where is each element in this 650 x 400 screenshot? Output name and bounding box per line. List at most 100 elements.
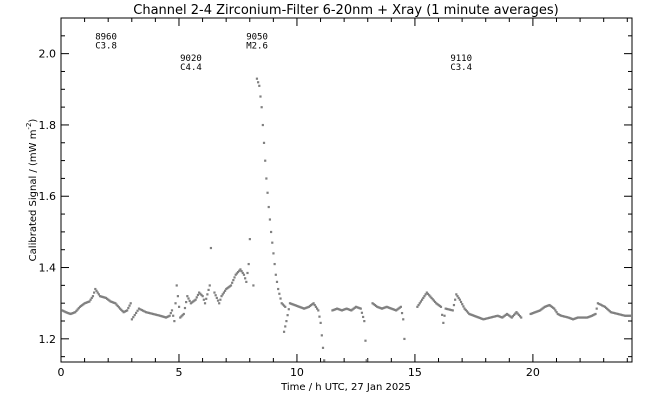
data-point [372, 303, 375, 306]
data-point [442, 321, 445, 324]
data-point [530, 312, 533, 315]
data-point [231, 281, 234, 284]
data-point [269, 230, 273, 234]
data-point [245, 280, 248, 283]
data-point [548, 303, 551, 307]
data-point [169, 311, 172, 315]
data-point [364, 339, 367, 342]
data-point [244, 277, 247, 280]
data-point [61, 309, 64, 312]
data-point [352, 307, 355, 310]
data-point [264, 159, 267, 162]
data-point [307, 305, 310, 308]
data-point [492, 315, 495, 318]
data-point [536, 310, 539, 313]
data-point [542, 306, 545, 309]
data-point [205, 297, 208, 300]
data-point [218, 302, 221, 305]
data-point [293, 303, 296, 307]
flare-class-label: C3.8 [95, 41, 117, 51]
y-tick-label: 1.6 [39, 190, 57, 203]
data-point [395, 309, 398, 312]
data-point [596, 302, 599, 305]
data-point [120, 308, 123, 311]
data-point [186, 295, 189, 298]
data-point [273, 262, 276, 266]
data-point [443, 314, 446, 317]
data-point [343, 308, 346, 311]
data-point [93, 291, 96, 294]
data-point [376, 305, 379, 308]
data-point [281, 303, 284, 306]
data-point [199, 292, 202, 295]
data-point [78, 305, 82, 308]
data-point [433, 300, 437, 304]
data-point [606, 307, 609, 311]
data-point [340, 309, 343, 312]
data-point [341, 308, 345, 312]
data-point [549, 304, 552, 308]
data-point [267, 205, 270, 209]
y-axis-label: Calibrated Signal / (mW m-2) [25, 119, 39, 262]
data-point [288, 302, 292, 305]
data-point [258, 84, 261, 87]
data-point [456, 295, 459, 298]
data-point [334, 307, 338, 311]
data-point [599, 303, 602, 306]
data-point [583, 316, 587, 319]
data-point [75, 309, 78, 312]
data-point [602, 305, 605, 308]
data-point [556, 312, 559, 316]
data-point [365, 359, 368, 362]
data-point [208, 284, 211, 287]
data-point [107, 298, 110, 301]
flare-id-label: 9020 [180, 54, 202, 64]
data-point [275, 280, 279, 283]
y-axis: 1.2 1.4 1.6 1.8 2.0 [39, 17, 632, 358]
data-point [220, 295, 223, 298]
data-point [428, 294, 431, 297]
data-point [474, 315, 477, 318]
data-point [287, 308, 290, 311]
data-point [116, 304, 119, 308]
data-point [278, 292, 281, 295]
data-point [80, 304, 83, 308]
data-point [339, 308, 342, 312]
data-point [241, 271, 244, 275]
data-point [462, 305, 465, 308]
data-point [153, 313, 156, 316]
data-point [482, 318, 485, 321]
data-point [177, 305, 181, 308]
data-point [508, 314, 511, 317]
data-point [387, 306, 391, 309]
data-point [284, 305, 287, 308]
data-point [555, 311, 558, 314]
data-point [246, 271, 249, 275]
data-point [240, 270, 243, 273]
data-point [331, 309, 334, 312]
data-point [557, 313, 561, 316]
data-point [215, 296, 218, 300]
x-tick-label: 0 [58, 366, 65, 379]
data-point [514, 312, 517, 315]
data-point [225, 287, 228, 291]
data-point [285, 320, 288, 323]
data-point [84, 301, 87, 304]
data-point [232, 279, 235, 282]
data-point [379, 307, 382, 310]
data-point [511, 315, 515, 318]
data-point [173, 320, 176, 323]
data-point [175, 284, 178, 287]
data-point [286, 314, 289, 317]
data-point [257, 81, 260, 84]
data-point [282, 330, 286, 333]
data-point [174, 302, 177, 305]
data-point [209, 246, 213, 250]
data-point [203, 302, 207, 305]
data-point [345, 307, 348, 310]
data-point [520, 316, 523, 319]
data-point [110, 300, 113, 304]
data-point [448, 308, 452, 311]
data-point [129, 302, 132, 305]
data-point [489, 316, 492, 319]
